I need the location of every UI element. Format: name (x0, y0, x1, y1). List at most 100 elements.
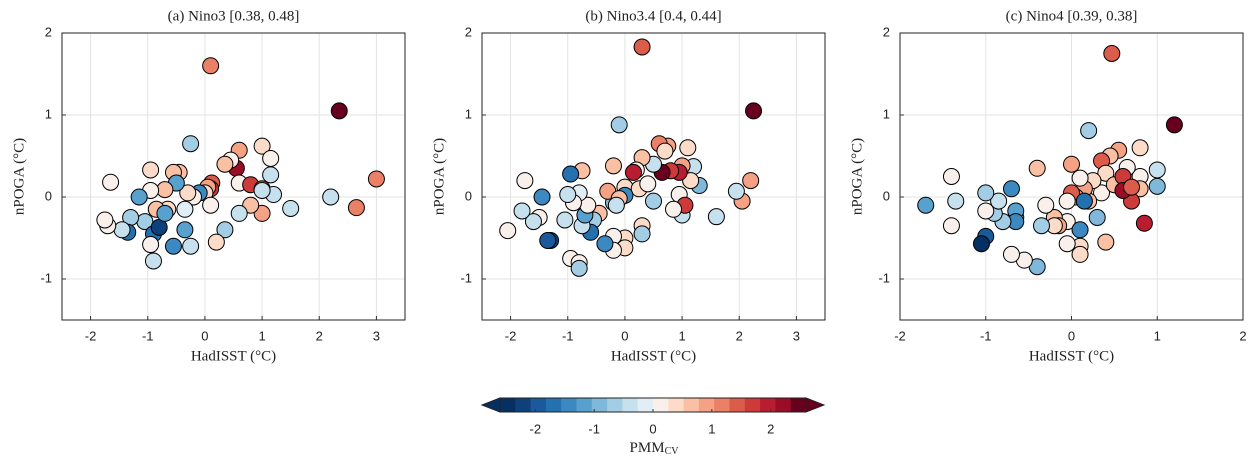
point (1148, 177, 1166, 195)
colorbar-segment (591, 398, 608, 412)
x-tick-label: 0 (1068, 328, 1075, 343)
colorbar-segment (729, 398, 746, 412)
point (253, 204, 271, 222)
colorbar-segment (576, 398, 593, 412)
y-axis-label: nPOGA (°C) (11, 138, 27, 215)
y-tick-label: 0 (465, 188, 472, 203)
point (142, 161, 160, 179)
point (942, 217, 960, 235)
point (607, 196, 625, 214)
point (556, 211, 574, 229)
point (164, 237, 182, 255)
colorbar-segment (668, 398, 685, 412)
point (570, 259, 588, 277)
point (1058, 192, 1076, 210)
x-tick-label: -2 (505, 328, 517, 343)
point (604, 157, 622, 175)
x-tick-label: -1 (142, 328, 154, 343)
point (1097, 233, 1115, 251)
point (679, 139, 697, 157)
point (1135, 214, 1153, 232)
colorbar-tick-label: 0 (649, 421, 656, 436)
point (1088, 209, 1106, 226)
point (113, 221, 131, 239)
y-tick-label: 2 (45, 24, 52, 39)
point (202, 57, 220, 75)
colorbar-segment (561, 398, 577, 412)
point (633, 38, 651, 56)
colorbar-segment (653, 398, 669, 412)
point (367, 170, 385, 188)
point (1032, 217, 1050, 235)
point (182, 237, 200, 255)
colorbar-segment (775, 398, 792, 412)
y-tick-label: 1 (465, 106, 472, 121)
point (1075, 192, 1093, 210)
x-tick-label: -2 (894, 328, 906, 343)
x-tick-label: 3 (373, 328, 380, 343)
point (977, 184, 995, 202)
point (513, 202, 531, 220)
point (1097, 164, 1115, 182)
x-tick-label: -2 (85, 328, 97, 343)
point (596, 235, 614, 253)
colorbar-tick-label: -2 (530, 421, 542, 436)
colorbar-segment (637, 398, 654, 412)
y-tick-label: 2 (465, 24, 472, 39)
y-tick-label: 1 (45, 106, 52, 121)
point (1071, 221, 1089, 239)
x-tick-label: 2 (1239, 328, 1246, 343)
chart-title: (c) Nino4 [0.39, 0.38] (1006, 8, 1138, 24)
point (977, 202, 995, 220)
colorbar-segment (698, 398, 715, 412)
x-tick-label: 2 (736, 328, 743, 343)
point (707, 208, 725, 226)
point (633, 225, 651, 243)
point (253, 181, 271, 199)
point (559, 186, 577, 204)
x-tick-label: 0 (201, 328, 208, 343)
x-axis-label: HadISST (°C) (1029, 348, 1114, 364)
point (1028, 159, 1046, 177)
x-tick-label: 1 (1154, 328, 1161, 343)
point (539, 231, 557, 249)
y-tick-label: 0 (45, 188, 52, 203)
colorbar-extend-high (805, 397, 826, 413)
point (1063, 155, 1080, 173)
colorbar-tick-label: 1 (708, 421, 715, 436)
point (1071, 169, 1089, 187)
colorbar-segment (760, 398, 776, 412)
point (282, 199, 300, 217)
colorbar-tick-label: 2 (767, 421, 774, 436)
point (990, 192, 1008, 210)
axes-frame (481, 32, 826, 321)
colorbar-label: PMMCV (630, 440, 680, 457)
x-axis-label: HadISST (°C) (191, 348, 276, 364)
point (947, 192, 965, 210)
colorbar-segment (790, 398, 807, 412)
axes-frame (61, 32, 406, 321)
point (562, 165, 580, 183)
point (144, 252, 162, 270)
point (610, 116, 628, 134)
point (1148, 161, 1166, 179)
point (347, 199, 365, 217)
point (665, 200, 683, 218)
point (972, 235, 990, 253)
point (230, 204, 248, 222)
point (102, 173, 120, 191)
point (1165, 116, 1183, 134)
point (682, 172, 700, 190)
colorbar-segment (607, 398, 623, 412)
point (216, 221, 234, 239)
colorbar-segment (622, 398, 639, 412)
x-tick-label: 1 (678, 328, 685, 343)
axes-frame (899, 32, 1244, 321)
y-tick-label: 0 (883, 188, 890, 203)
chart-title: (a) Nino3 [0.38, 0.48] (168, 8, 300, 24)
point (645, 192, 662, 210)
colorbar-tick-label: -1 (588, 421, 600, 436)
point (656, 142, 674, 160)
point (96, 211, 114, 229)
point (1002, 180, 1020, 198)
